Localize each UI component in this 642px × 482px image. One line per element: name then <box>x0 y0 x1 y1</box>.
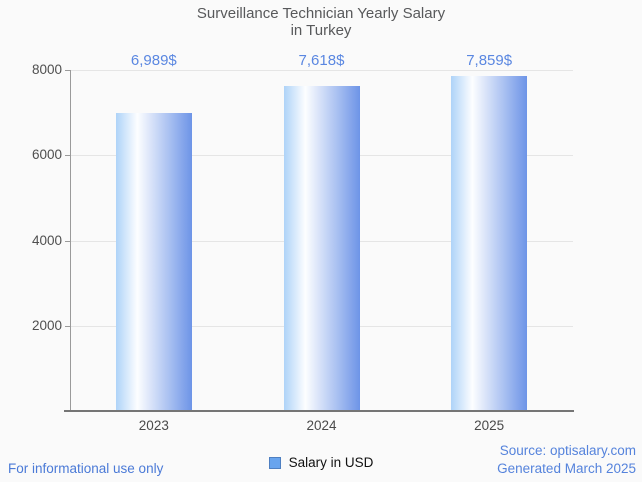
x-axis-category-label-2025: 2025 <box>474 418 505 433</box>
bar-value-label-2023: 6,989$ <box>130 52 177 69</box>
x-axis-category-label-2023: 2023 <box>138 418 169 433</box>
y-axis-line <box>70 70 71 411</box>
chart-title: Surveillance Technician Yearly Salary in… <box>0 5 642 39</box>
y-axis-tick-8000 <box>65 70 70 71</box>
gridline-8000 <box>70 70 573 71</box>
source-attribution: Source: optisalary.com Generated March 2… <box>497 442 636 478</box>
y-axis-tick-label-6000: 6000 <box>31 147 62 163</box>
bar-value-label-2024: 7,618$ <box>298 52 345 69</box>
chart-legend: Salary in USD <box>0 455 642 471</box>
disclaimer-text: For informational use only <box>8 461 164 476</box>
legend-label: Salary in USD <box>288 455 374 470</box>
generated-text: Generated March 2025 <box>497 461 636 476</box>
x-axis-baseline <box>64 410 574 412</box>
source-text: Source: optisalary.com <box>499 443 636 458</box>
y-axis-tick-2000 <box>65 325 70 327</box>
salary-bar-2023 <box>115 113 192 411</box>
bar-value-label-2025: 7,859$ <box>466 52 513 69</box>
y-axis-tick-label-4000: 4000 <box>31 232 62 248</box>
salary-bar-2024 <box>283 86 360 411</box>
salary-bar-2025 <box>451 76 528 411</box>
y-axis-tick-6000 <box>65 155 70 157</box>
y-axis-tick-4000 <box>65 240 70 242</box>
y-axis-tick-label-2000: 2000 <box>31 317 62 333</box>
x-axis-category-label-2024: 2024 <box>306 418 337 433</box>
legend-marker-square <box>268 457 281 469</box>
plot-area <box>70 70 573 411</box>
chart-title-line2: in Turkey <box>290 22 352 39</box>
y-axis-tick-label-8000: 8000 <box>31 62 62 77</box>
chart-title-line1: Surveillance Technician Yearly Salary <box>196 5 446 22</box>
